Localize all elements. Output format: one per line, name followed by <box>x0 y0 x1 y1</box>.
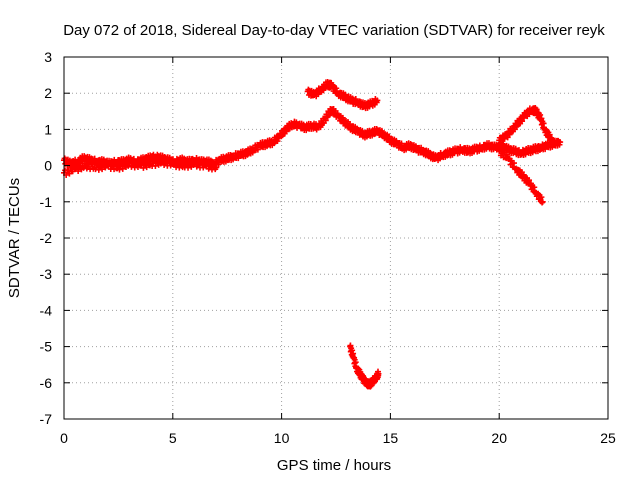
data-point <box>194 160 201 167</box>
chart-title: Day 072 of 2018, Sidereal Day-to-day VTE… <box>63 22 605 39</box>
data-point <box>168 157 175 164</box>
series-low-cluster <box>347 342 382 390</box>
series-late-fall <box>496 146 546 206</box>
data-point <box>112 161 119 168</box>
axis-ticks <box>63 56 609 420</box>
y-tick-label: 3 <box>44 49 52 65</box>
data-point <box>557 139 564 146</box>
data-point <box>504 151 511 158</box>
x-tick-label: 25 <box>600 430 616 446</box>
y-tick-label: -7 <box>40 411 53 427</box>
data-point <box>210 161 217 168</box>
y-tick-label: -4 <box>40 302 53 318</box>
data-point <box>161 161 168 168</box>
data-point <box>322 117 329 124</box>
data-point <box>519 118 526 125</box>
y-tick-label: -2 <box>40 230 53 246</box>
x-tick-label: 15 <box>383 430 399 446</box>
data-point <box>144 158 151 165</box>
y-tick-label: -3 <box>40 266 53 282</box>
data-point <box>374 97 381 104</box>
y-tick-labels: 3 2 1 0 -1 -2 -3 -4 -5 -6 -7 <box>40 49 53 427</box>
y-axis-label: SDTVAR / TECUs <box>6 178 23 298</box>
x-tick-label: 20 <box>491 430 507 446</box>
data-point <box>546 131 553 138</box>
y-tick-label: 2 <box>44 85 52 101</box>
data-point <box>533 106 540 113</box>
x-tick-label: 10 <box>274 430 290 446</box>
x-axis-label: GPS time / hours <box>277 457 391 474</box>
series-lower-band <box>61 156 220 178</box>
data-point <box>215 161 222 168</box>
data-point <box>339 114 346 121</box>
data-point <box>352 359 359 366</box>
y-tick-label: -1 <box>40 194 53 210</box>
data-point <box>538 194 545 201</box>
x-tick-label: 5 <box>169 430 177 446</box>
y-tick-label: 0 <box>44 158 52 174</box>
data-point <box>511 126 518 133</box>
grid <box>64 57 608 419</box>
data-point <box>177 159 184 166</box>
y-tick-label: 1 <box>44 121 52 137</box>
data-point <box>378 127 385 134</box>
series-late-rise <box>496 105 557 148</box>
data-point <box>538 115 545 122</box>
data-point <box>398 140 405 147</box>
data-marks <box>61 78 564 390</box>
data-point <box>510 160 517 167</box>
data-point <box>550 140 557 147</box>
data-point <box>67 164 74 171</box>
data-point <box>75 168 82 175</box>
data-point <box>359 127 366 134</box>
data-point <box>152 162 159 169</box>
data-point <box>375 370 382 377</box>
x-tick-label: 0 <box>60 430 68 446</box>
y-tick-label: -6 <box>40 375 53 391</box>
data-point <box>332 107 339 114</box>
series-upper-arc <box>304 78 381 112</box>
data-point <box>119 165 126 172</box>
data-point <box>213 164 220 171</box>
x-tick-labels: 0 5 10 15 20 25 <box>60 430 616 446</box>
y-tick-label: -5 <box>40 339 53 355</box>
data-point <box>539 198 546 205</box>
data-point <box>185 164 192 171</box>
